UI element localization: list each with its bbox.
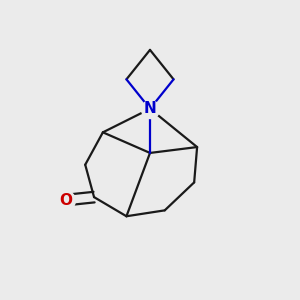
Text: N: N <box>144 101 156 116</box>
Text: O: O <box>60 193 73 208</box>
